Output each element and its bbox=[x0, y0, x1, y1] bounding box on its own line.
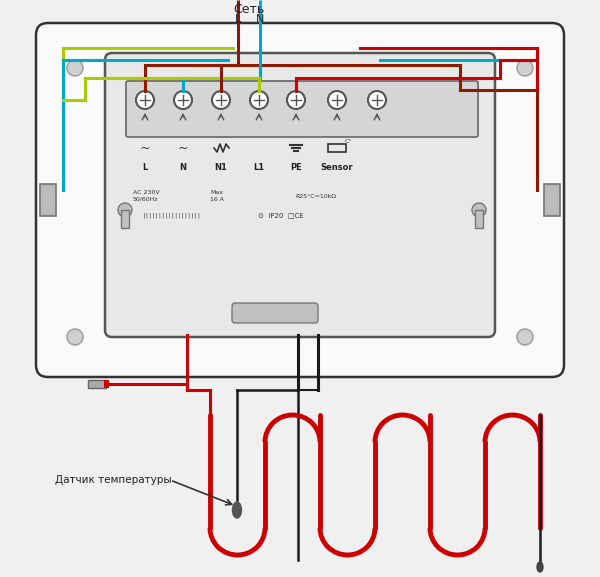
Circle shape bbox=[67, 329, 83, 345]
Bar bbox=[121, 210, 129, 228]
Circle shape bbox=[174, 91, 192, 109]
Circle shape bbox=[212, 91, 230, 109]
Text: L: L bbox=[235, 14, 241, 24]
Circle shape bbox=[517, 60, 533, 76]
Bar bbox=[544, 184, 560, 216]
Text: Датчик температуры: Датчик температуры bbox=[55, 475, 172, 485]
Text: ~: ~ bbox=[178, 141, 188, 155]
Bar bbox=[475, 210, 483, 228]
FancyBboxPatch shape bbox=[232, 303, 318, 323]
Text: ~: ~ bbox=[140, 141, 150, 155]
Circle shape bbox=[287, 91, 305, 109]
Text: ||||||||||||||||||: |||||||||||||||||| bbox=[143, 212, 202, 218]
Circle shape bbox=[136, 91, 154, 109]
Text: N: N bbox=[179, 163, 187, 173]
FancyBboxPatch shape bbox=[126, 81, 478, 137]
Text: Сеть: Сеть bbox=[233, 3, 265, 16]
Bar bbox=[328, 144, 346, 152]
Text: ⊙  IP20  □CE: ⊙ IP20 □CE bbox=[258, 212, 304, 218]
Circle shape bbox=[118, 203, 132, 217]
Circle shape bbox=[517, 329, 533, 345]
Bar bbox=[88, 380, 106, 388]
Text: Max
16 A: Max 16 A bbox=[210, 190, 224, 201]
Circle shape bbox=[368, 91, 386, 109]
Circle shape bbox=[67, 60, 83, 76]
Bar bbox=[40, 184, 56, 216]
Text: C°: C° bbox=[345, 139, 353, 144]
Text: L: L bbox=[142, 163, 148, 173]
Ellipse shape bbox=[233, 502, 241, 518]
Bar bbox=[104, 380, 109, 388]
Text: N: N bbox=[256, 14, 264, 24]
Circle shape bbox=[472, 203, 486, 217]
Text: R25°C=10kΩ: R25°C=10kΩ bbox=[295, 194, 336, 199]
Circle shape bbox=[250, 91, 268, 109]
Text: N1: N1 bbox=[215, 163, 227, 173]
Text: L1: L1 bbox=[253, 163, 265, 173]
Circle shape bbox=[328, 91, 346, 109]
Text: PE: PE bbox=[290, 163, 302, 173]
FancyBboxPatch shape bbox=[36, 23, 564, 377]
Ellipse shape bbox=[537, 562, 543, 572]
Text: AC 230V
50/60Hz: AC 230V 50/60Hz bbox=[133, 190, 160, 201]
Text: Sensor: Sensor bbox=[320, 163, 353, 173]
FancyBboxPatch shape bbox=[105, 53, 495, 337]
